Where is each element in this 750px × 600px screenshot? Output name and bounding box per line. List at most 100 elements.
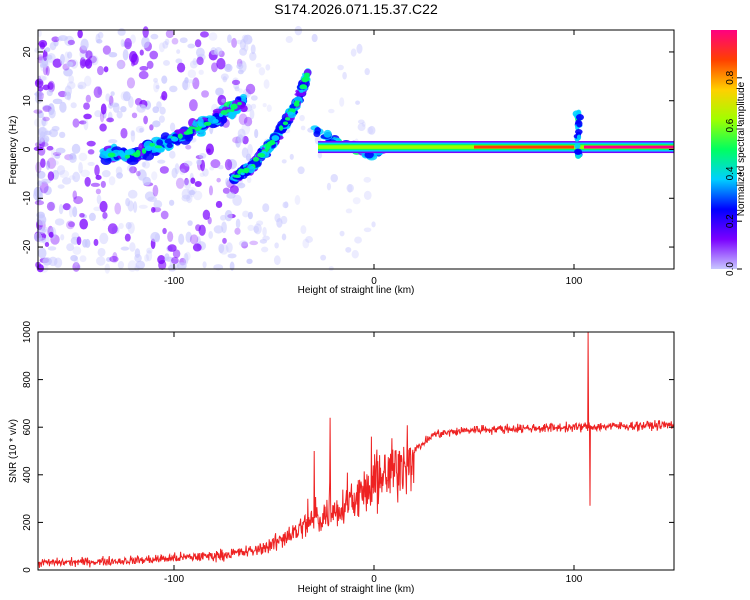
spectrogram-cell xyxy=(262,226,267,237)
spectrogram-cell xyxy=(87,161,95,166)
spectrogram-cell xyxy=(80,38,89,51)
colorbar-tick-label: 0.6 xyxy=(725,118,736,132)
spectrogram-cell xyxy=(59,101,67,113)
spectrogram-cell xyxy=(234,227,241,235)
spectrogram-cell xyxy=(96,194,102,205)
spectrogram-cell xyxy=(207,216,212,225)
spectrogram-cell xyxy=(198,69,204,75)
spectrogram-cell xyxy=(169,85,178,93)
snr-panel: -100 0 100 0 200 400 600 800 1000 Height of str… xyxy=(8,320,675,595)
spectrogram-cell xyxy=(37,91,45,101)
spectrogram-cell xyxy=(162,227,167,235)
spectrogram-cell xyxy=(238,88,243,93)
spectrogram-cell xyxy=(143,115,148,125)
spectrogram-cell xyxy=(49,42,57,51)
spectrogram-cell xyxy=(168,199,175,206)
spectrogram-cell xyxy=(95,188,102,195)
spectrogram-cell xyxy=(124,149,130,156)
spectrogram-cell xyxy=(52,98,63,105)
spectrogram-cell xyxy=(189,60,198,69)
spectrogram-cell xyxy=(156,139,163,147)
spectrogram-cell xyxy=(116,110,123,119)
spectrogram-cell xyxy=(211,62,218,73)
spectrogram-cell xyxy=(41,76,48,81)
spectrogram-cell xyxy=(274,242,279,249)
spectrogram-cell xyxy=(72,171,81,183)
spectrogram-cell xyxy=(40,56,50,69)
spectrogram-cell xyxy=(93,206,101,212)
spectrogram-cell xyxy=(201,90,209,98)
spectrogram-cell xyxy=(71,143,81,154)
y-tick-label: 200 xyxy=(22,514,33,531)
spectrogram-cell xyxy=(99,232,109,245)
spectrogram-cell xyxy=(74,256,79,268)
spectrogram-cell xyxy=(66,243,75,252)
spectrogram-cell xyxy=(60,234,65,241)
spectrogram-cell xyxy=(44,241,50,248)
spectrogram-cell xyxy=(130,130,136,143)
x-tick-label: -100 xyxy=(164,574,184,585)
spectrogram-cell xyxy=(128,163,135,175)
spectrogram-cell xyxy=(176,62,186,73)
spectrogram-cell xyxy=(281,233,287,241)
spectrogram-cell xyxy=(326,182,332,191)
colorbar-gradient xyxy=(711,30,737,269)
spectrogram-cell xyxy=(37,75,47,82)
spectrogram-cell xyxy=(58,131,66,139)
spectrogram-cell xyxy=(261,246,269,253)
spectrogram-cell xyxy=(38,39,48,48)
spectrogram-cell xyxy=(70,254,78,262)
spectrogram-cell xyxy=(142,161,150,169)
spectrogram-cell xyxy=(294,92,306,97)
spectrogram-cell xyxy=(101,170,111,178)
spectrogram-cell xyxy=(76,236,82,246)
spectrogram-cell xyxy=(222,237,227,244)
spectrogram-cell xyxy=(144,254,149,262)
spectrogram-cell xyxy=(70,59,79,69)
spectrogram-cell xyxy=(158,115,165,123)
spectrogram-cell xyxy=(157,159,166,164)
spectrogram-cell xyxy=(107,223,118,235)
spectrogram-cell xyxy=(357,119,365,124)
spectrogram-cell xyxy=(208,32,218,41)
spectrogram-cell xyxy=(150,231,161,243)
spectrogram-cell xyxy=(117,28,126,36)
spectrogram-cell xyxy=(150,33,159,40)
spectrogram-cell xyxy=(303,74,310,78)
spectrogram-cell xyxy=(47,171,55,181)
spectrogram-cell xyxy=(68,74,75,84)
spectrogram-cell xyxy=(42,104,52,111)
spectrogram-cell xyxy=(243,116,253,127)
spectrogram-cell xyxy=(153,77,158,83)
x-tick-label: -100 xyxy=(164,276,184,287)
spectrogram-cell xyxy=(189,234,199,245)
spectrogram-cell xyxy=(167,244,177,252)
spectrogram-cell xyxy=(351,250,359,259)
spectrogram-cell xyxy=(199,172,205,177)
spectrogram-cell xyxy=(320,254,327,261)
spectrogram-cell xyxy=(97,247,106,257)
spectrogram-cell xyxy=(138,204,148,209)
spectrogram-cell xyxy=(89,212,96,222)
spectrogram-cell xyxy=(247,224,255,232)
spectrogram-cell xyxy=(149,124,154,131)
spectrogram-cell xyxy=(286,111,294,116)
spectrogram-cell xyxy=(212,118,219,124)
spectrogram-cell xyxy=(237,182,246,189)
spectrogram-cell xyxy=(134,253,142,263)
spectrogram-cell xyxy=(136,170,141,177)
spectrogram-cell xyxy=(45,160,51,170)
spectrogram-cell xyxy=(210,159,221,169)
spectrogram-cell xyxy=(95,175,102,181)
spectrogram-cell xyxy=(225,177,230,186)
spectrogram-cell xyxy=(185,231,192,243)
spectrogram-cell xyxy=(175,177,185,189)
spectrogram-cell xyxy=(97,65,104,76)
spectrogram-tone-peak xyxy=(474,145,574,149)
spectrogram-cell xyxy=(258,67,266,76)
spectrogram-cell xyxy=(187,43,196,49)
spectrogram-cell xyxy=(142,26,149,38)
spectrogram-cell xyxy=(220,110,228,116)
spectrogram-cell xyxy=(141,161,146,168)
spectrogram-cell xyxy=(79,212,85,218)
